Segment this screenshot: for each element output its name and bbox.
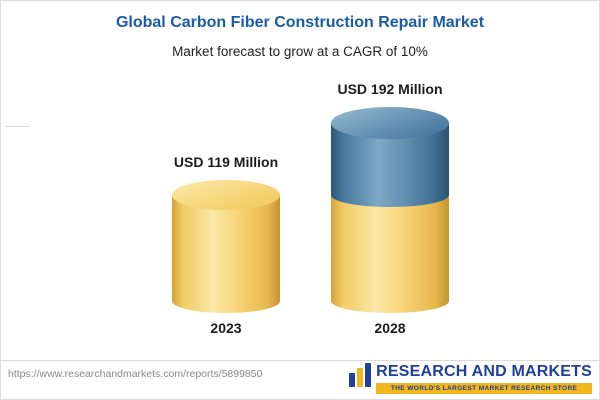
report-url[interactable]: https://www.researchandmarkets.com/repor…: [8, 368, 263, 380]
bar-2028-top-cap: [331, 106, 449, 139]
brand-text-block: RESEARCH AND MARKETS THE WORLD'S LARGEST…: [376, 363, 592, 394]
value-label-2023: USD 119 Million: [173, 154, 279, 171]
brand-icon: [349, 363, 372, 394]
footer-divider: [0, 360, 600, 361]
category-label-2023: 2023: [210, 320, 242, 336]
value-label-2028: USD 192 Million: [337, 80, 443, 97]
bar-2028-base-segment: [331, 195, 449, 313]
brand-logo[interactable]: RESEARCH AND MARKETS THE WORLD'S LARGEST…: [349, 363, 592, 394]
axis-tick: [6, 126, 30, 127]
chart-title: Global Carbon Fiber Construction Repair …: [115, 14, 485, 31]
brand-tagline: THE WORLD'S LARGEST MARKET RESEARCH STOR…: [376, 383, 592, 394]
bar-2023-body: [172, 195, 280, 313]
brand-name: RESEARCH AND MARKETS: [376, 363, 592, 380]
category-label-2028: 2028: [374, 320, 406, 336]
bar-2023-top-cap: [172, 180, 280, 211]
chart-subtitle: Market forecast to grow at a CAGR of 10%: [172, 44, 428, 59]
